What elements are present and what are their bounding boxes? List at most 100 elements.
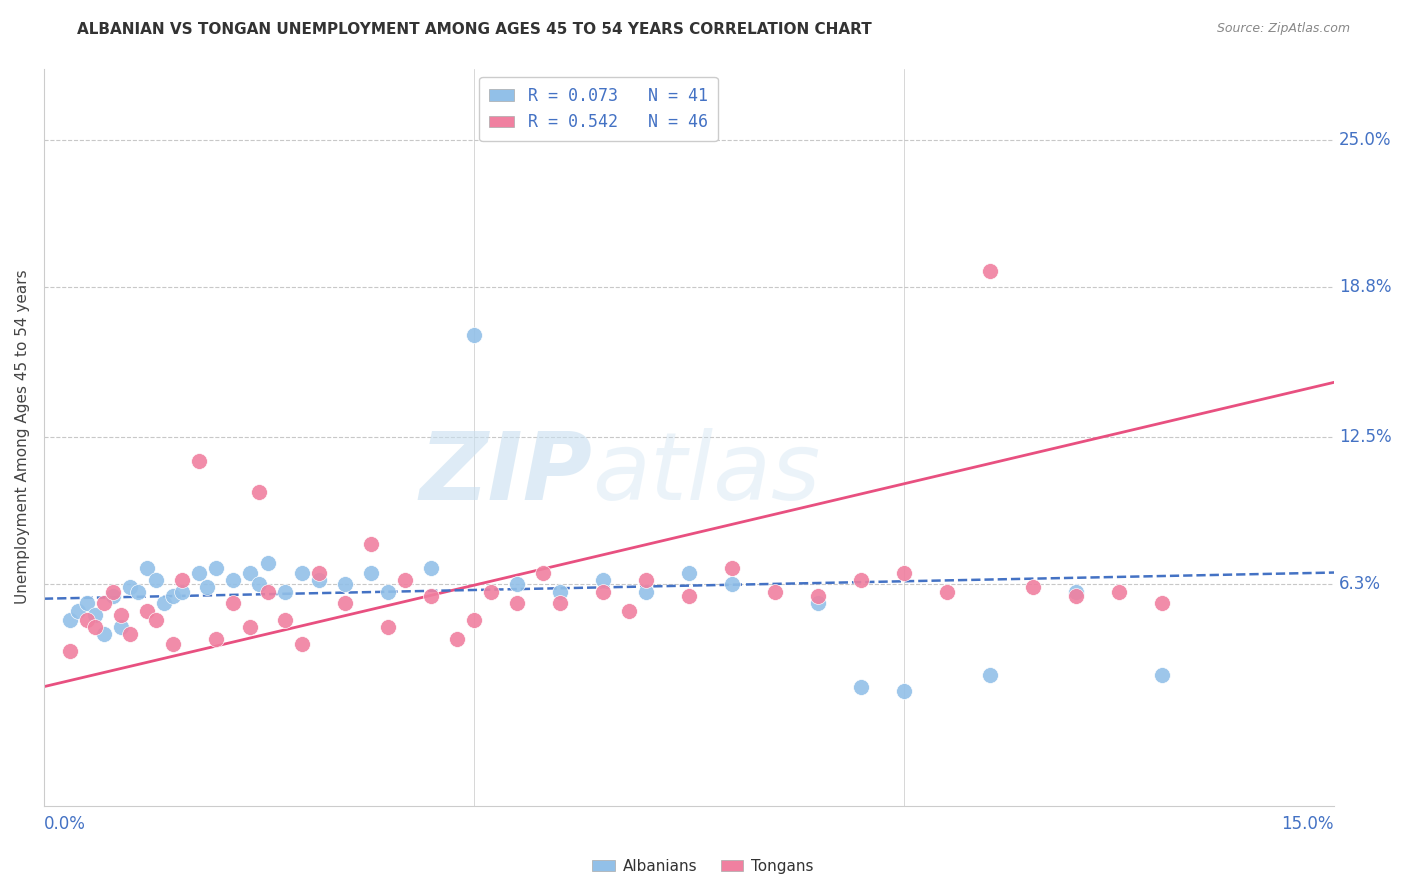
Point — [145, 613, 167, 627]
Point — [360, 566, 382, 580]
Point — [333, 577, 356, 591]
Point — [110, 608, 132, 623]
Point — [506, 597, 529, 611]
Point — [76, 597, 98, 611]
Point — [118, 580, 141, 594]
Point — [136, 604, 159, 618]
Point — [548, 584, 571, 599]
Point — [239, 620, 262, 634]
Point — [136, 561, 159, 575]
Point — [145, 573, 167, 587]
Point — [1108, 584, 1130, 599]
Point — [59, 644, 82, 658]
Text: 15.0%: 15.0% — [1281, 815, 1334, 833]
Point — [308, 573, 330, 587]
Point — [419, 590, 441, 604]
Text: ALBANIAN VS TONGAN UNEMPLOYMENT AMONG AGES 45 TO 54 YEARS CORRELATION CHART: ALBANIAN VS TONGAN UNEMPLOYMENT AMONG AG… — [77, 22, 872, 37]
Y-axis label: Unemployment Among Ages 45 to 54 years: Unemployment Among Ages 45 to 54 years — [15, 269, 30, 605]
Point — [76, 613, 98, 627]
Point — [377, 584, 399, 599]
Point — [110, 620, 132, 634]
Point — [979, 263, 1001, 277]
Text: atlas: atlas — [592, 428, 821, 519]
Point — [1064, 590, 1087, 604]
Point — [93, 627, 115, 641]
Point — [849, 573, 872, 587]
Point — [479, 584, 502, 599]
Point — [118, 627, 141, 641]
Point — [936, 584, 959, 599]
Point — [893, 566, 915, 580]
Text: ZIP: ZIP — [419, 428, 592, 520]
Point — [807, 590, 830, 604]
Point — [187, 566, 209, 580]
Point — [222, 573, 245, 587]
Point — [256, 584, 278, 599]
Point — [721, 561, 744, 575]
Point — [291, 566, 314, 580]
Text: 6.3%: 6.3% — [1339, 575, 1381, 593]
Point — [548, 597, 571, 611]
Point — [849, 680, 872, 694]
Point — [634, 584, 657, 599]
Point — [1150, 597, 1173, 611]
Point — [273, 584, 295, 599]
Point — [247, 484, 270, 499]
Point — [153, 597, 176, 611]
Point — [101, 590, 124, 604]
Point — [394, 573, 416, 587]
Point — [195, 580, 218, 594]
Point — [222, 597, 245, 611]
Point — [463, 327, 485, 342]
Text: 25.0%: 25.0% — [1339, 131, 1392, 149]
Legend: Albanians, Tongans: Albanians, Tongans — [586, 853, 820, 880]
Point — [377, 620, 399, 634]
Point — [187, 454, 209, 468]
Point — [678, 590, 700, 604]
Text: 0.0%: 0.0% — [44, 815, 86, 833]
Point — [162, 590, 184, 604]
Point — [59, 613, 82, 627]
Point — [617, 604, 640, 618]
Legend: R = 0.073   N = 41, R = 0.542   N = 46: R = 0.073 N = 41, R = 0.542 N = 46 — [479, 77, 718, 141]
Point — [239, 566, 262, 580]
Point — [84, 620, 107, 634]
Point — [1150, 667, 1173, 681]
Point — [446, 632, 468, 646]
Point — [592, 584, 614, 599]
Point — [807, 597, 830, 611]
Point — [308, 566, 330, 580]
Point — [634, 573, 657, 587]
Point — [763, 584, 786, 599]
Text: 18.8%: 18.8% — [1339, 278, 1392, 296]
Point — [531, 566, 554, 580]
Point — [170, 573, 193, 587]
Point — [419, 561, 441, 575]
Point — [128, 584, 150, 599]
Point — [463, 613, 485, 627]
Point — [162, 637, 184, 651]
Point — [205, 561, 228, 575]
Point — [273, 613, 295, 627]
Point — [1064, 584, 1087, 599]
Point — [893, 684, 915, 698]
Point — [360, 537, 382, 551]
Point — [1022, 580, 1045, 594]
Point — [506, 577, 529, 591]
Point — [205, 632, 228, 646]
Point — [247, 577, 270, 591]
Point — [101, 584, 124, 599]
Text: 12.5%: 12.5% — [1339, 428, 1392, 446]
Point — [592, 573, 614, 587]
Point — [84, 608, 107, 623]
Point — [721, 577, 744, 591]
Point — [979, 667, 1001, 681]
Point — [170, 584, 193, 599]
Point — [93, 597, 115, 611]
Point — [333, 597, 356, 611]
Point — [678, 566, 700, 580]
Point — [67, 604, 90, 618]
Point — [256, 556, 278, 570]
Point — [291, 637, 314, 651]
Text: Source: ZipAtlas.com: Source: ZipAtlas.com — [1216, 22, 1350, 36]
